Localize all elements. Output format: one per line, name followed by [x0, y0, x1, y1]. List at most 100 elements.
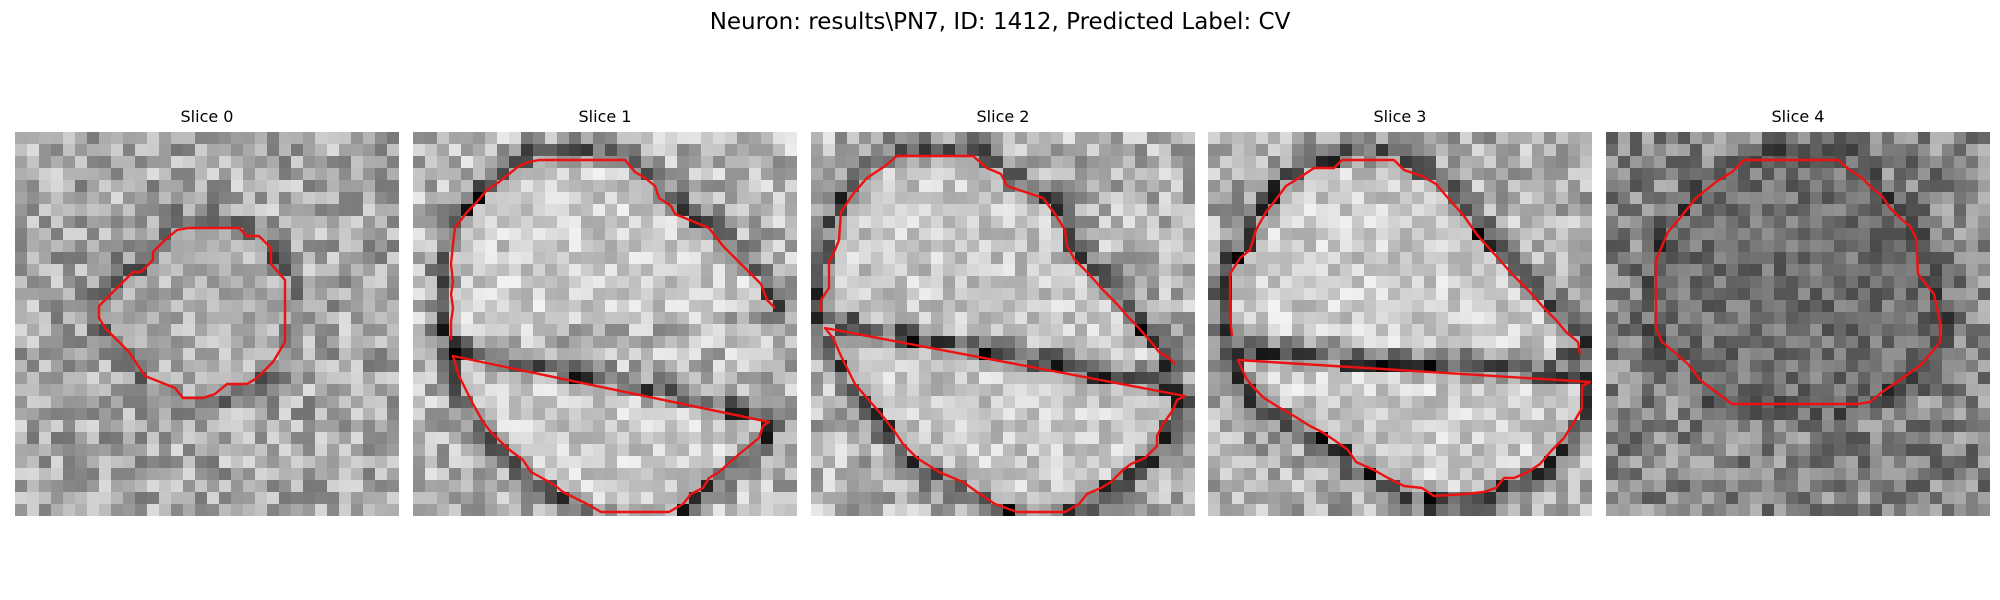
pixel: [243, 132, 256, 145]
pixel: [1232, 384, 1245, 397]
pixel: [883, 372, 896, 385]
pixel: [1630, 336, 1643, 349]
pixel: [63, 312, 76, 325]
pixel: [859, 276, 872, 289]
pixel: [243, 324, 256, 337]
pixel: [1412, 276, 1425, 289]
pixel: [413, 336, 426, 349]
pixel: [713, 168, 726, 181]
pixel: [183, 336, 196, 349]
pixel: [207, 396, 220, 409]
pixel: [665, 180, 678, 193]
pixel: [303, 420, 316, 433]
slice-title: Slice 1: [578, 107, 632, 126]
pixel: [1894, 156, 1907, 169]
pixel: [1834, 300, 1847, 313]
pixel: [955, 444, 968, 457]
pixel: [123, 132, 136, 145]
pixel: [811, 432, 824, 445]
pixel: [1942, 360, 1955, 373]
pixel: [1714, 312, 1727, 325]
pixel: [1316, 456, 1329, 469]
pixel: [1364, 492, 1377, 505]
pixel: [1954, 156, 1967, 169]
pixel: [303, 408, 316, 421]
pixel: [1340, 504, 1353, 516]
pixel: [509, 456, 522, 469]
pixel: [183, 324, 196, 337]
pixel: [63, 348, 76, 361]
pixel: [387, 372, 399, 385]
pixel: [1376, 492, 1389, 505]
pixel: [1556, 144, 1569, 157]
pixel: [231, 288, 244, 301]
pixel: [1039, 480, 1052, 493]
pixel: [991, 300, 1004, 313]
pixel: [1448, 156, 1461, 169]
pixel: [749, 432, 762, 445]
pixel: [1159, 432, 1172, 445]
pixel: [315, 240, 328, 253]
pixel: [1714, 396, 1727, 409]
pixel: [617, 192, 630, 205]
pixel: [1147, 180, 1160, 193]
pixel: [1714, 180, 1727, 193]
pixel: [231, 240, 244, 253]
pixel: [1954, 432, 1967, 445]
pixel: [1714, 132, 1727, 145]
pixel: [159, 192, 172, 205]
pixel: [1942, 288, 1955, 301]
pixel: [773, 144, 786, 157]
pixel: [1039, 216, 1052, 229]
pixel: [1147, 408, 1160, 421]
pixel: [497, 312, 510, 325]
pixel: [1894, 240, 1907, 253]
pixel: [1147, 480, 1160, 493]
pixel: [1340, 276, 1353, 289]
pixel: [171, 360, 184, 373]
pixel: [943, 300, 956, 313]
pixel: [303, 264, 316, 277]
pixel: [279, 360, 292, 373]
pixel: [15, 336, 28, 349]
pixel: [1618, 444, 1631, 457]
pixel: [605, 444, 618, 457]
pixel: [1918, 312, 1931, 325]
pixel: [437, 228, 450, 241]
pixel: [641, 216, 654, 229]
pixel: [1942, 300, 1955, 313]
pixel: [773, 288, 786, 301]
pixel: [1690, 276, 1703, 289]
pixel: [1520, 348, 1533, 361]
pixel: [533, 276, 546, 289]
pixel: [63, 240, 76, 253]
pixel: [665, 156, 678, 169]
pixel: [1786, 228, 1799, 241]
pixel: [883, 456, 896, 469]
pixel: [497, 300, 510, 313]
pixel: [859, 468, 872, 481]
pixel: [255, 264, 268, 277]
pixel: [1544, 276, 1557, 289]
pixel: [1678, 444, 1691, 457]
pixel: [1328, 252, 1341, 265]
pixel: [473, 492, 486, 505]
pixel: [461, 480, 474, 493]
pixel: [1280, 348, 1293, 361]
pixel: [773, 432, 786, 445]
pixel: [943, 492, 956, 505]
pixel: [1654, 144, 1667, 157]
pixel: [1894, 312, 1907, 325]
pixel: [1846, 432, 1859, 445]
pixel: [1208, 192, 1221, 205]
pixel: [135, 300, 148, 313]
pixel: [617, 336, 630, 349]
pixel: [375, 456, 388, 469]
pixel: [1208, 168, 1221, 181]
pixel: [593, 432, 606, 445]
pixel: [1690, 312, 1703, 325]
pixel: [955, 300, 968, 313]
pixel: [1424, 168, 1437, 181]
pixel: [99, 192, 112, 205]
pixel: [327, 372, 340, 385]
